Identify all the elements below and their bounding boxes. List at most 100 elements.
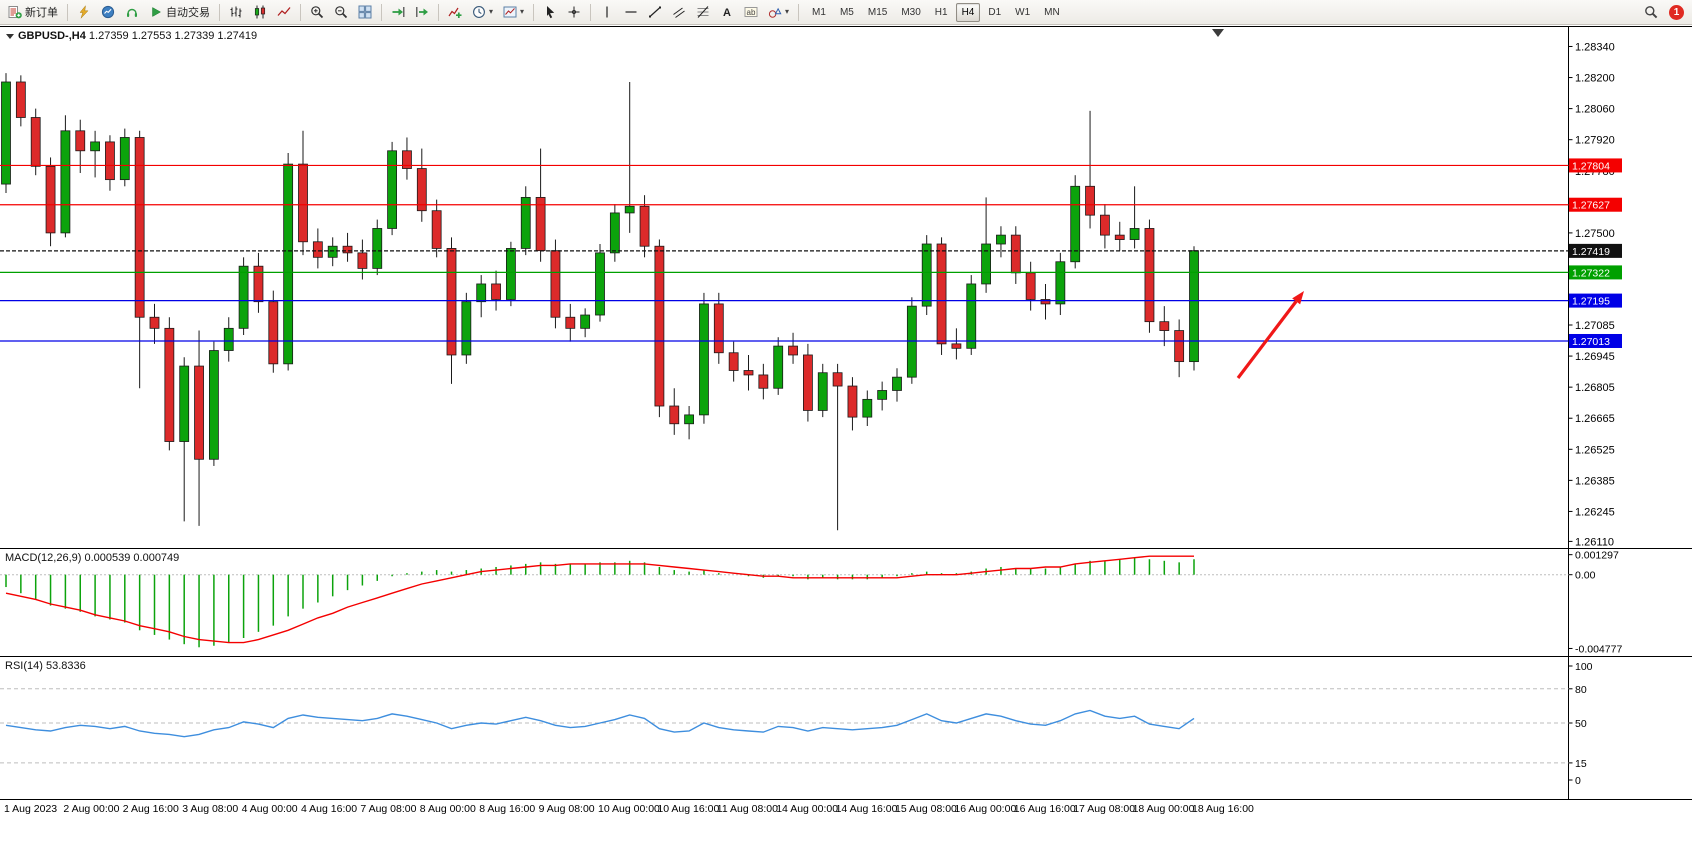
toolbar-separator (219, 3, 220, 21)
candle (758, 363, 769, 400)
line-chart-button[interactable] (273, 1, 295, 23)
candle (476, 275, 487, 318)
indicators-button[interactable] (444, 1, 466, 23)
auto-scroll-button[interactable] (387, 1, 409, 23)
macd-histogram (5, 557, 1195, 648)
metaeditor-button[interactable] (73, 1, 95, 23)
text-label-button[interactable]: ab (740, 1, 762, 23)
price-tick-label: 1.26385 (1575, 475, 1615, 487)
timeframe-m30-button[interactable]: M30 (901, 6, 921, 18)
price-axis[interactable]: 1.283401.282001.280601.279201.277801.275… (1568, 41, 1615, 548)
price-tag-1.27627[interactable]: 1.27627 (1569, 197, 1622, 212)
candle (1189, 246, 1199, 371)
clock-icon (472, 5, 486, 19)
tile-icon (358, 5, 372, 19)
price-tag-text: 1.27322 (1572, 267, 1610, 279)
dropdown-caret-icon: ▾ (785, 7, 790, 16)
timeframe-mn-button[interactable]: MN (1044, 6, 1060, 18)
price-tick-label: 1.26525 (1575, 444, 1615, 456)
price-tag-1.27804[interactable]: 1.27804 (1569, 158, 1622, 173)
search-icon (1644, 5, 1658, 19)
candle (743, 354, 754, 391)
timeframe-h4-button[interactable]: H4 (955, 2, 981, 22)
time-label: 18 Aug 16:00 (1192, 803, 1254, 815)
periods-button[interactable]: ▾ (468, 1, 497, 23)
candle (164, 317, 175, 451)
timeframe-w1-button[interactable]: W1 (1015, 6, 1031, 18)
autotrading-button[interactable]: 自动交易 (145, 1, 214, 23)
candle (505, 241, 516, 307)
metaeditor-icon (77, 5, 91, 19)
candle (966, 275, 977, 355)
candle (580, 308, 591, 338)
price-tag-1.27322[interactable]: 1.27322 (1569, 265, 1622, 280)
time-label: 18 Aug 00:00 (1133, 803, 1195, 815)
symbol-name: GBPUSD-,H4 (18, 30, 86, 42)
timeframe-m15-button[interactable]: M15 (867, 6, 888, 18)
equidistant-channel-button[interactable] (668, 1, 690, 23)
templates-button[interactable]: ▾ (499, 1, 528, 23)
candle (862, 390, 873, 426)
market-watch-button[interactable] (97, 1, 119, 23)
bar-chart-button[interactable] (225, 1, 247, 23)
notification-badge[interactable]: 1 (1669, 4, 1684, 20)
cursor-button[interactable] (539, 1, 561, 23)
rsi-indicator-label: RSI(14) 53.8336 (5, 660, 86, 672)
candle (609, 204, 620, 262)
crosshair-button[interactable] (563, 1, 585, 23)
autotrading-icon (149, 5, 163, 19)
candle (75, 119, 86, 173)
trend-arrow-annotation[interactable] (1236, 291, 1304, 379)
time-label: 8 Aug 16:00 (479, 803, 535, 815)
horizontal-line-button[interactable] (620, 1, 642, 23)
time-label: 10 Aug 00:00 (598, 803, 660, 815)
candle (669, 388, 680, 435)
candle (446, 237, 457, 384)
candle (1025, 261, 1036, 311)
candle (624, 81, 635, 233)
zoom-out-button[interactable] (330, 1, 352, 23)
toolbar-separator (300, 3, 301, 21)
zoom-out-icon (334, 5, 348, 19)
candle (803, 343, 813, 422)
arrows-button[interactable]: ▾ (764, 1, 793, 23)
price-tag-1.27419[interactable]: 1.27419 (1569, 243, 1622, 258)
candlestick-chart-button[interactable] (249, 1, 271, 23)
timeframe-h1-button[interactable]: H1 (934, 6, 948, 18)
candle (461, 292, 472, 364)
candle (877, 381, 888, 411)
price-tag-1.27013[interactable]: 1.27013 (1569, 333, 1622, 348)
chart-shift-marker[interactable] (1212, 29, 1224, 37)
candles-layer (1, 73, 1199, 531)
timeframe-d1-button[interactable]: D1 (988, 6, 1002, 18)
candle (520, 186, 531, 256)
timeframe-m1-button[interactable]: M1 (812, 6, 826, 18)
new-order-button[interactable]: 新订单 (4, 1, 62, 23)
candle (402, 137, 412, 180)
vertical-line-button[interactable] (596, 1, 618, 23)
price-tag-text: 1.27804 (1572, 160, 1610, 172)
candle (372, 219, 383, 276)
macd-signal-line (5, 555, 1194, 644)
timeframe-m5-button[interactable]: M5 (839, 6, 854, 18)
candle (194, 330, 204, 526)
bars-icon (229, 5, 243, 19)
trendline-button[interactable] (644, 1, 666, 23)
text-button[interactable]: A (716, 1, 738, 23)
search-button[interactable] (1640, 1, 1662, 23)
time-axis[interactable]: 1 Aug 2023 2 Aug 00:00 2 Aug 16:00 3 Aug 08… (4, 803, 1254, 815)
candle (491, 270, 501, 311)
price-tag-1.27195[interactable]: 1.27195 (1569, 293, 1622, 308)
tile-windows-button[interactable] (354, 1, 376, 23)
zoom-in-button[interactable] (306, 1, 328, 23)
alerts-button[interactable] (121, 1, 143, 23)
candle (817, 363, 828, 418)
autotrading-label: 自动交易 (166, 7, 210, 19)
chart-shift-button[interactable] (411, 1, 433, 23)
time-label: 2 Aug 16:00 (123, 803, 179, 815)
fibonacci-retracement-button[interactable] (692, 1, 714, 23)
collapse-icon[interactable] (6, 34, 14, 39)
candle (921, 235, 932, 316)
time-label: 7 Aug 08:00 (360, 803, 416, 815)
